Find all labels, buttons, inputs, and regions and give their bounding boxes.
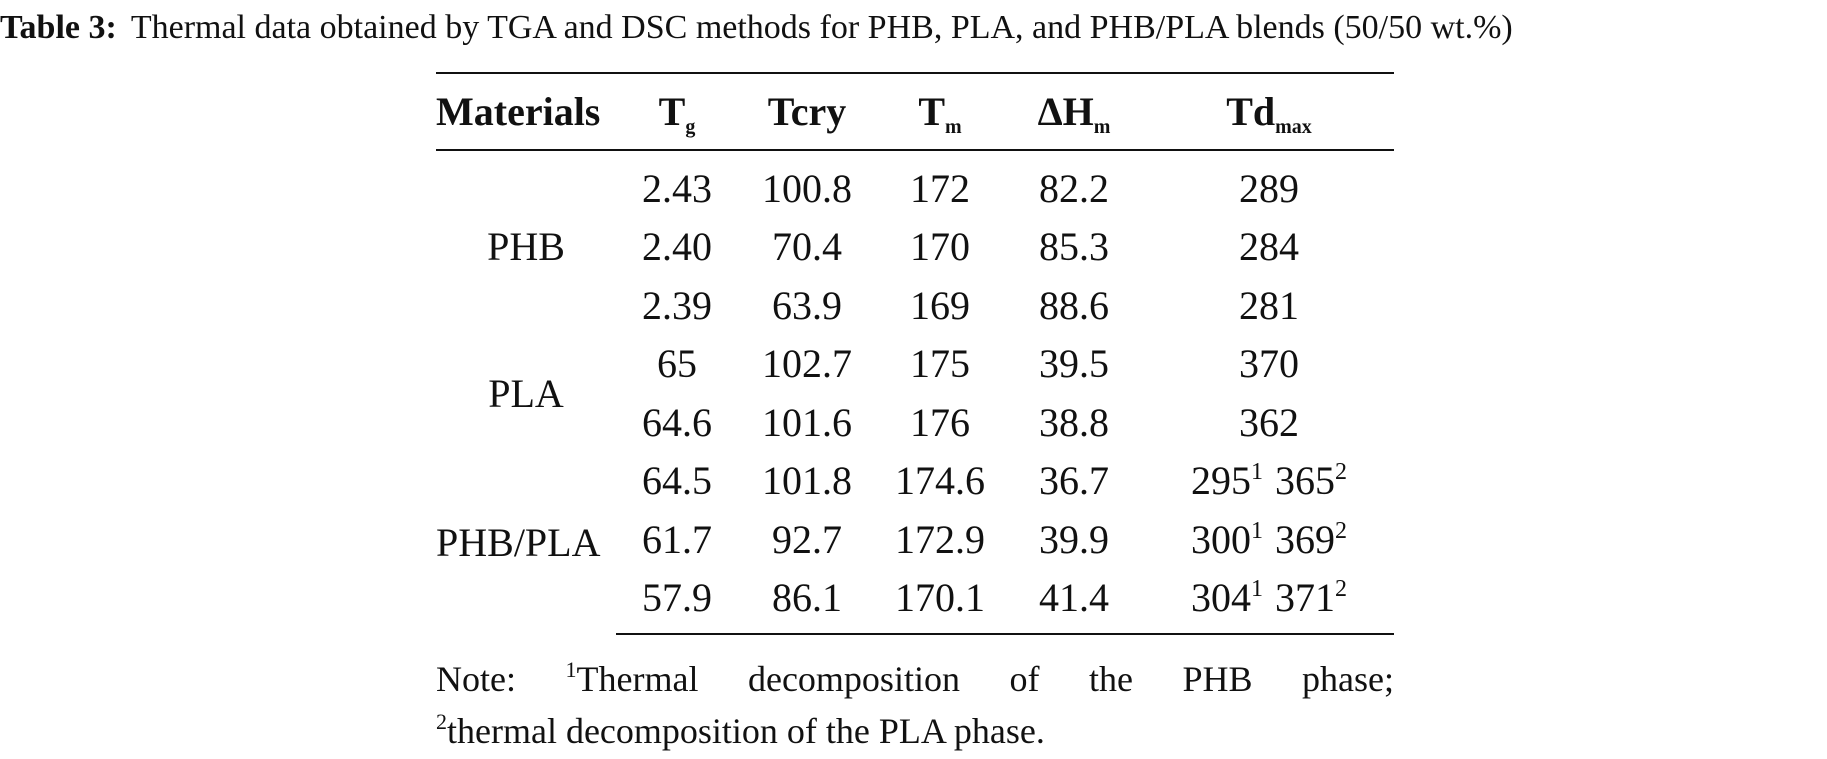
cell-td-max: 3001 3692 xyxy=(1191,516,1347,562)
table-row: 64.6 101.6 176 38.8 362 xyxy=(436,393,1394,452)
header-td-max: Tdmax xyxy=(1144,72,1394,151)
cell-tg: 65 xyxy=(657,341,697,387)
cell-td-max: 2951 3652 xyxy=(1191,458,1347,504)
cell-tg: 2.40 xyxy=(642,224,712,270)
cell-delta-hm: 36.7 xyxy=(1039,458,1109,504)
cell-delta-hm: 88.6 xyxy=(1039,282,1109,328)
caption-text: Thermal data obtained by TGA and DSC met… xyxy=(130,9,1513,46)
table-row: PHB 2.43 100.8 172 82.2 289 xyxy=(436,150,1394,270)
header-materials: Materials xyxy=(436,72,616,151)
thermal-data-table: Materials Tg Tcry Tm ΔHm Tdmax PHB 2.43 … xyxy=(436,72,1394,635)
cell-tm: 172.9 xyxy=(895,516,985,562)
cell-tcry: 92.7 xyxy=(772,516,842,562)
cell-tm: 169 xyxy=(910,282,970,328)
cell-tcry: 86.1 xyxy=(738,568,876,635)
table-row: PLA 65 102.7 175 39.5 370 xyxy=(436,335,1394,415)
table-row: PHB/PLA 64.5 101.8 174.6 36.7 2951 3652 xyxy=(436,452,1394,565)
cell-tcry: 101.6 xyxy=(762,399,852,445)
table-row: 2.40 70.4 170 85.3 284 xyxy=(436,218,1394,277)
material-cell-phb-pla: PHB/PLA xyxy=(436,520,601,566)
cell-td-max: 289 xyxy=(1239,165,1299,211)
cell-td-max: 370 xyxy=(1239,341,1299,387)
cell-delta-hm: 38.8 xyxy=(1039,399,1109,445)
cell-tm: 172 xyxy=(910,165,970,211)
note-line-2: 2thermal decomposition of the PLA phase. xyxy=(436,709,1045,752)
cell-tg: 2.39 xyxy=(642,282,712,328)
cell-tg: 57.9 xyxy=(616,568,738,635)
table-row: 2.39 63.9 169 88.6 281 xyxy=(436,276,1394,335)
cell-tcry: 70.4 xyxy=(772,224,842,270)
cell-tg: 2.43 xyxy=(642,165,712,211)
cell-tm: 174.6 xyxy=(895,458,985,504)
table-caption: Table 3: Thermal data obtained by TGA and… xyxy=(0,2,1827,54)
thermal-data-table-container: Materials Tg Tcry Tm ΔHm Tdmax PHB 2.43 … xyxy=(436,72,1394,635)
cell-tg: 64.5 xyxy=(642,458,712,504)
cell-td-max: 281 xyxy=(1239,282,1299,328)
cell-tcry: 63.9 xyxy=(772,282,842,328)
table-row: 61.7 92.7 172.9 39.9 3001 3692 xyxy=(436,510,1394,569)
cell-tm: 175 xyxy=(910,341,970,387)
header-tm: Tm xyxy=(876,72,1004,151)
cell-delta-hm: 82.2 xyxy=(1039,165,1109,211)
note-line-1: Note: 1Thermal decomposition of the PHB … xyxy=(436,657,1394,700)
material-cell-phb: PHB xyxy=(487,224,565,270)
header-delta-hm: ΔHm xyxy=(1004,72,1144,151)
cell-delta-hm: 39.9 xyxy=(1039,516,1109,562)
cell-td-max: 3041 3712 xyxy=(1144,568,1394,635)
table-row: 57.9 86.1 170.1 41.4 3041 3712 xyxy=(436,568,1394,635)
cell-tcry: 101.8 xyxy=(762,458,852,504)
cell-delta-hm: 41.4 xyxy=(1004,568,1144,635)
header-tcry: Tcry xyxy=(738,72,876,151)
material-cell-pla: PLA xyxy=(488,370,564,416)
cell-tcry: 102.7 xyxy=(762,341,852,387)
cell-delta-hm: 85.3 xyxy=(1039,224,1109,270)
cell-tm: 170.1 xyxy=(876,568,1004,635)
cell-tm: 170 xyxy=(910,224,970,270)
cell-tm: 176 xyxy=(910,399,970,445)
cell-tg: 61.7 xyxy=(642,516,712,562)
cell-delta-hm: 39.5 xyxy=(1039,341,1109,387)
table-header-row: Materials Tg Tcry Tm ΔHm Tdmax xyxy=(436,72,1394,151)
header-tg: Tg xyxy=(616,72,738,151)
cell-tg: 64.6 xyxy=(642,399,712,445)
cell-td-max: 284 xyxy=(1239,224,1299,270)
caption-label: Table 3: xyxy=(0,9,117,46)
cell-tcry: 100.8 xyxy=(762,165,852,211)
cell-td-max: 362 xyxy=(1239,399,1299,445)
table-note: Note: 1Thermal decomposition of the PHB … xyxy=(436,653,1394,757)
